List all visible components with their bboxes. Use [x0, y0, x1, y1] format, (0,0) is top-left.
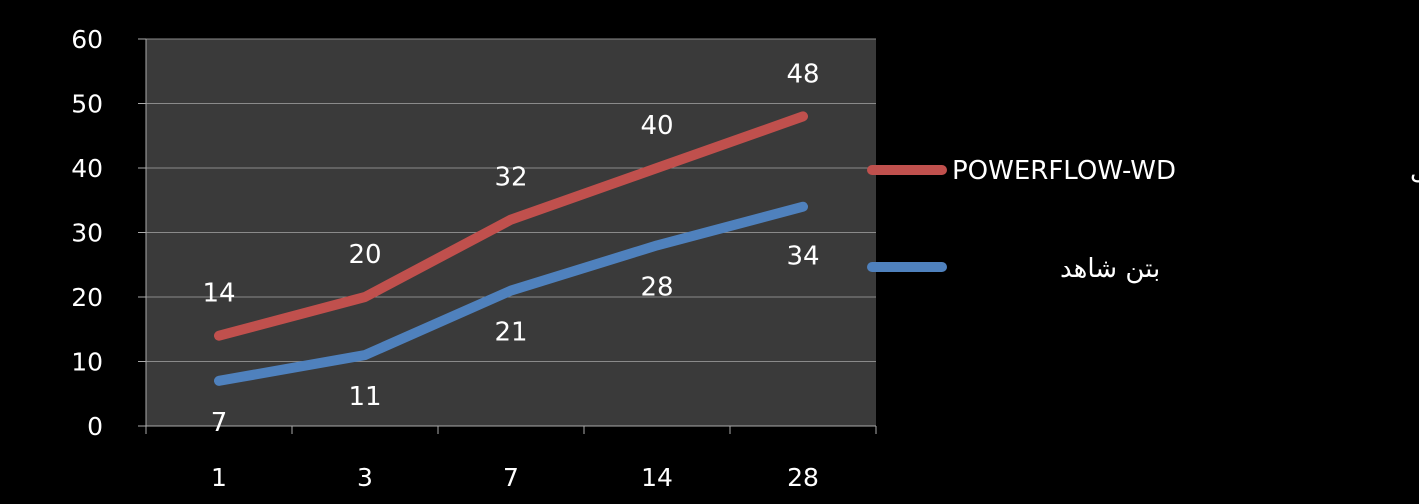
data-label-control: 28: [640, 272, 673, 302]
y-axis-tick-label: 50: [71, 90, 103, 119]
x-axis-tick-label: 28: [787, 463, 819, 492]
axes: [138, 38, 877, 434]
data-label-powerflow: 48: [786, 59, 819, 89]
x-axis-tick-label: 14: [641, 463, 673, 492]
y-axis-tick-label: 30: [71, 219, 103, 248]
data-label-powerflow: 14: [202, 279, 235, 309]
data-label-control: 21: [494, 318, 527, 348]
y-axis-tick-label: 40: [71, 154, 103, 183]
data-label-powerflow: 20: [348, 240, 381, 270]
series-line-control: [214, 201, 808, 386]
y-axis-tick-label: 20: [71, 283, 103, 312]
legend-label-powerflow-prefix: بتن حاوی: [1410, 156, 1419, 186]
legend: POWERFLOW-WD بتن حاوی بتن شاهد: [867, 156, 1419, 284]
y-axis-tick-labels: 0 10 20 30 40 50 60: [71, 25, 103, 441]
x-axis-tick-label: 3: [357, 463, 373, 492]
data-labels: 14 20 32 40 48 7 11 21 28 34: [202, 59, 819, 437]
data-label-control: 7: [211, 408, 228, 438]
data-label-powerflow: 32: [494, 163, 527, 193]
legend-label-control: بتن شاهد: [1060, 254, 1160, 284]
x-axis-tick-label: 7: [503, 463, 519, 492]
data-label-powerflow: 40: [640, 111, 673, 141]
legend-label-powerflow-code: POWERFLOW-WD: [952, 156, 1176, 186]
y-axis-tick-label: 10: [71, 348, 103, 377]
series-line-powerflow: [214, 111, 808, 341]
x-axis-tick-labels: 1 3 7 14 28: [211, 463, 819, 492]
gridlines: [146, 38, 876, 362]
data-label-control: 34: [786, 242, 819, 272]
y-axis-tick-label: 0: [87, 412, 103, 441]
y-axis-tick-label: 60: [71, 25, 103, 54]
data-label-control: 11: [348, 382, 381, 412]
x-axis-tick-label: 1: [211, 463, 227, 492]
series-lines: [214, 111, 808, 386]
